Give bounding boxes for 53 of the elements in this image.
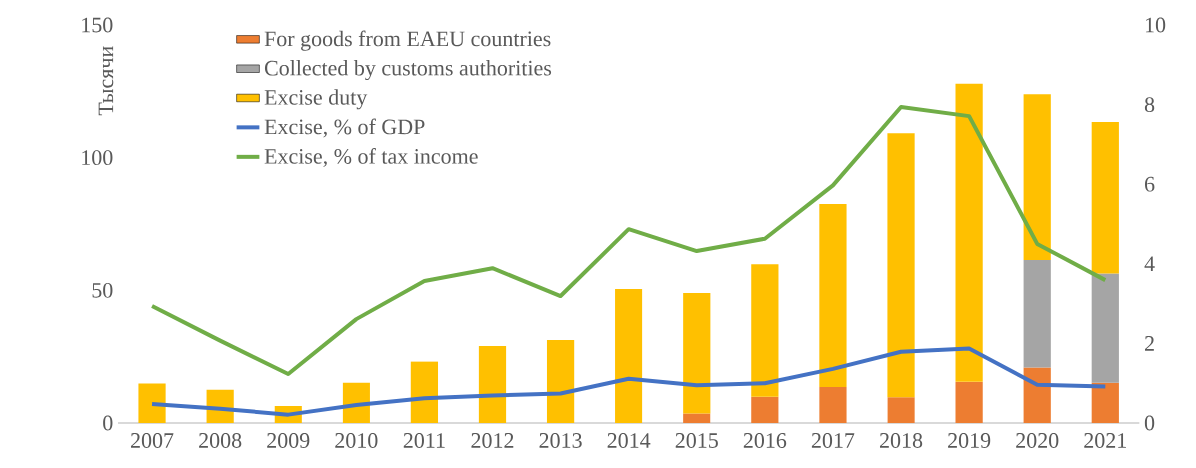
y2-tick-label: 8 bbox=[1144, 97, 1155, 113]
x-tick-label: 2020 bbox=[1016, 433, 1059, 448]
y2-tick-label: 4 bbox=[1144, 256, 1155, 272]
x-tick-label: 2015 bbox=[675, 433, 718, 448]
line-series bbox=[150, 346, 1108, 417]
x-tick-label: 2007 bbox=[131, 433, 174, 448]
bar bbox=[683, 413, 711, 423]
x-tick-label: 2014 bbox=[607, 433, 651, 448]
x-tick-label: 2013 bbox=[539, 433, 582, 448]
y2-tick-label: 6 bbox=[1144, 176, 1155, 192]
bar bbox=[478, 346, 507, 423]
legend-label: For goods from EAEU countries bbox=[264, 30, 551, 51]
x-tick-label: 2009 bbox=[267, 433, 310, 448]
legend-label: Excise duty bbox=[264, 89, 368, 110]
bar bbox=[1023, 94, 1051, 261]
bar bbox=[1023, 367, 1051, 423]
y2-tick-label: 10 bbox=[1145, 17, 1166, 33]
bar bbox=[819, 386, 847, 423]
x-tick-label: 2011 bbox=[403, 433, 445, 448]
legend-label: Excise, % of GDP bbox=[264, 118, 425, 138]
bar bbox=[1091, 273, 1119, 383]
bar bbox=[410, 361, 439, 423]
x-tick-label: 2012 bbox=[471, 433, 514, 448]
x-tick-label: 2010 bbox=[335, 433, 378, 448]
x-tick-label: 2019 bbox=[948, 433, 991, 448]
y-tick-label: 100 bbox=[82, 150, 113, 166]
bar bbox=[546, 339, 575, 423]
bar bbox=[887, 397, 915, 423]
bar bbox=[1023, 260, 1051, 368]
legend-label: Collected by customs authorities bbox=[264, 60, 552, 81]
x-tick-label: 2016 bbox=[743, 433, 787, 448]
bar bbox=[683, 292, 711, 414]
bar bbox=[955, 83, 983, 382]
y-axis-title: Тысячи bbox=[98, 46, 114, 116]
bar bbox=[615, 289, 643, 423]
bar bbox=[138, 383, 166, 423]
y-tick-label: 0 bbox=[103, 415, 113, 431]
y-tick-label: 50 bbox=[92, 282, 113, 298]
y2-tick-label: 0 bbox=[1144, 415, 1155, 431]
bar bbox=[751, 264, 779, 397]
x-tick-label: 2021 bbox=[1084, 433, 1126, 448]
bar bbox=[1091, 382, 1119, 423]
y-tick-label: 150 bbox=[82, 17, 113, 33]
bar bbox=[819, 204, 847, 387]
bar bbox=[751, 396, 779, 423]
y2-tick-label: 2 bbox=[1145, 336, 1154, 351]
x-tick-label: 2017 bbox=[811, 433, 855, 448]
bar bbox=[955, 381, 983, 423]
legend-label: Excise, % of tax income bbox=[264, 148, 478, 167]
x-tick-label: 2008 bbox=[199, 433, 242, 448]
x-tick-label: 2018 bbox=[879, 433, 923, 448]
bar bbox=[1091, 122, 1119, 274]
bar bbox=[887, 133, 915, 398]
